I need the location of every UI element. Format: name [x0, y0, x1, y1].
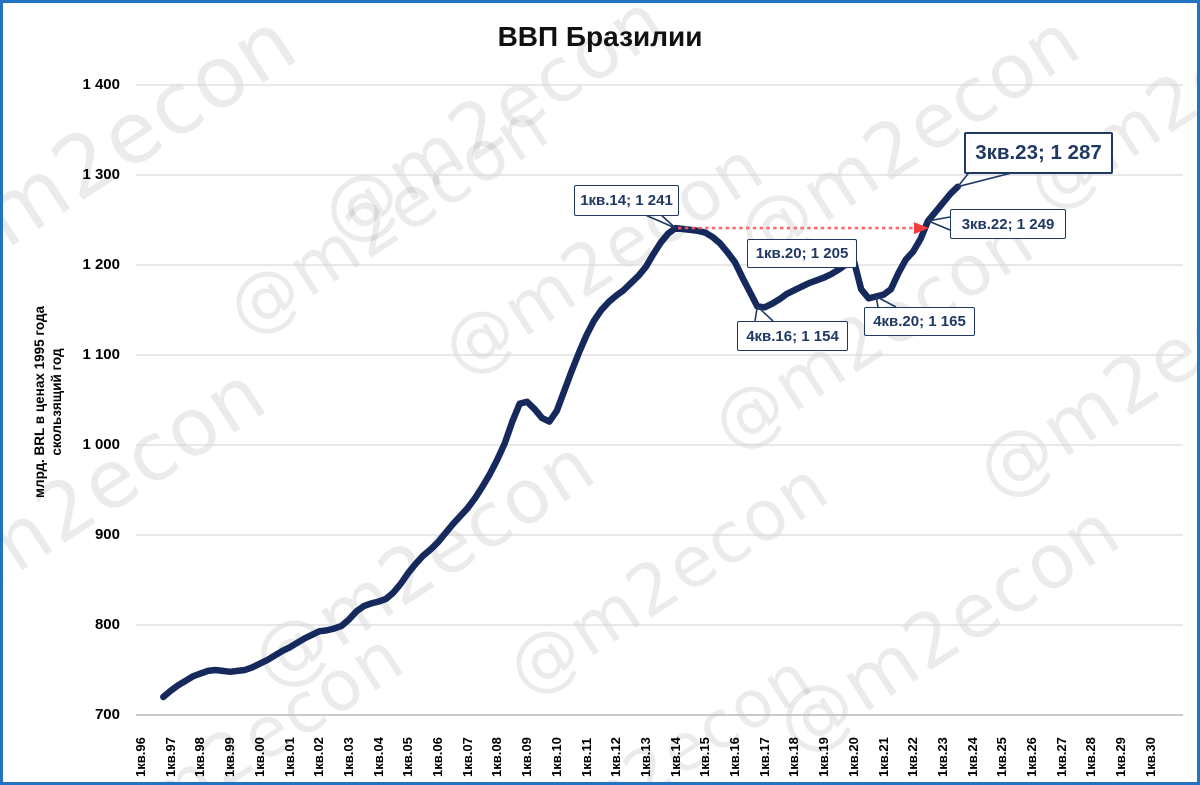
x-tick-label: 1кв.99 — [222, 737, 238, 777]
gdp-line-series — [160, 183, 962, 701]
x-tick-label: 1кв.98 — [192, 737, 208, 777]
callout-leader — [642, 213, 676, 229]
x-tick-label: 1кв.19 — [816, 737, 832, 777]
x-tick-label: 1кв.26 — [1024, 737, 1039, 777]
x-tick-label: 1кв.24 — [964, 737, 980, 777]
callout-leader — [875, 295, 897, 308]
chart-title: ВВП Бразилии — [497, 21, 703, 52]
x-tick-label: 1кв.15 — [697, 737, 713, 777]
data-callout-2: 1кв.20; 1 205 — [747, 239, 857, 268]
x-tick-label: 1кв.97 — [162, 737, 178, 777]
x-tick-label: 1кв.01 — [281, 737, 297, 777]
data-callout-0: 1кв.14; 1 241 — [574, 185, 679, 216]
callout-leader — [927, 216, 951, 222]
x-tick-label: 1кв.22 — [905, 737, 921, 777]
callout-leader — [927, 220, 951, 231]
callout-leader — [659, 213, 677, 229]
y-axis-title-line2: скользящий год — [49, 348, 64, 456]
y-tick-label: 900 — [94, 526, 120, 543]
x-tick-label: 1кв.18 — [786, 737, 802, 777]
chart-canvas — [136, 84, 1183, 716]
x-tick-label: 1кв.25 — [994, 737, 1010, 777]
x-tick-label: 1кв.04 — [370, 737, 386, 777]
x-tick-label: 1кв.05 — [400, 737, 416, 777]
x-tick-label: 1кв.21 — [875, 737, 891, 777]
y-tick-label: 1 300 — [82, 166, 120, 183]
y-tick-label: 1 100 — [82, 346, 120, 363]
data-callout-1: 4кв.16; 1 154 — [737, 321, 848, 351]
gdp-line — [160, 183, 962, 701]
x-tick-label: 1кв.00 — [251, 737, 267, 777]
y-tick-label: 1 400 — [82, 76, 120, 93]
recovery-arrow — [678, 222, 929, 235]
x-tick-label: 1кв.12 — [608, 737, 624, 777]
callout-leader — [875, 296, 879, 308]
callout-leader-lines — [642, 169, 1024, 322]
x-tick-label: 1кв.03 — [340, 737, 356, 777]
x-tick-label: 1кв.08 — [489, 737, 505, 777]
x-tick-label: 1кв.30 — [1142, 737, 1158, 777]
x-tick-label: 1кв.20 — [845, 737, 861, 777]
x-tick-label: 1кв.02 — [311, 737, 327, 777]
y-axis-title: млрд. BRL в ценах 1995 года скользящий г… — [31, 256, 67, 548]
callout-leader — [756, 305, 774, 322]
x-tick-label: 1кв.17 — [756, 737, 772, 777]
x-tick-label: 1кв.29 — [1113, 737, 1129, 777]
gridlines — [136, 84, 1183, 716]
data-callout-3: 4кв.20; 1 165 — [864, 307, 975, 336]
x-tick-label: 1кв.23 — [934, 737, 950, 777]
x-tick-label: 1кв.07 — [459, 737, 475, 777]
callout-leader — [754, 306, 759, 322]
x-tick-label: 1кв.96 — [133, 737, 148, 777]
x-tick-label: 1кв.06 — [430, 737, 445, 777]
x-tick-label: 1кв.27 — [1053, 737, 1069, 777]
y-tick-label: 1 200 — [82, 256, 120, 273]
x-tick-label: 1кв.11 — [578, 737, 594, 777]
x-tick-label: 1кв.28 — [1083, 737, 1099, 777]
arrow-head — [914, 222, 929, 235]
y-tick-label: 1 000 — [82, 436, 120, 453]
x-tick-label: 1кв.14 — [667, 737, 683, 777]
x-tick-label: 1кв.16 — [727, 737, 742, 777]
x-tick-label: 1кв.09 — [519, 737, 535, 777]
y-tick-label: 700 — [94, 706, 120, 723]
data-callout-4: 3кв.22; 1 249 — [950, 209, 1066, 239]
x-tick-label: 1кв.13 — [637, 737, 653, 777]
data-callout-latest: 3кв.23; 1 287 — [964, 132, 1113, 174]
y-axis-title-line1: млрд. BRL в ценах 1995 года — [32, 306, 47, 498]
y-tick-label: 800 — [94, 616, 120, 633]
x-tick-label: 1кв.10 — [548, 737, 564, 777]
